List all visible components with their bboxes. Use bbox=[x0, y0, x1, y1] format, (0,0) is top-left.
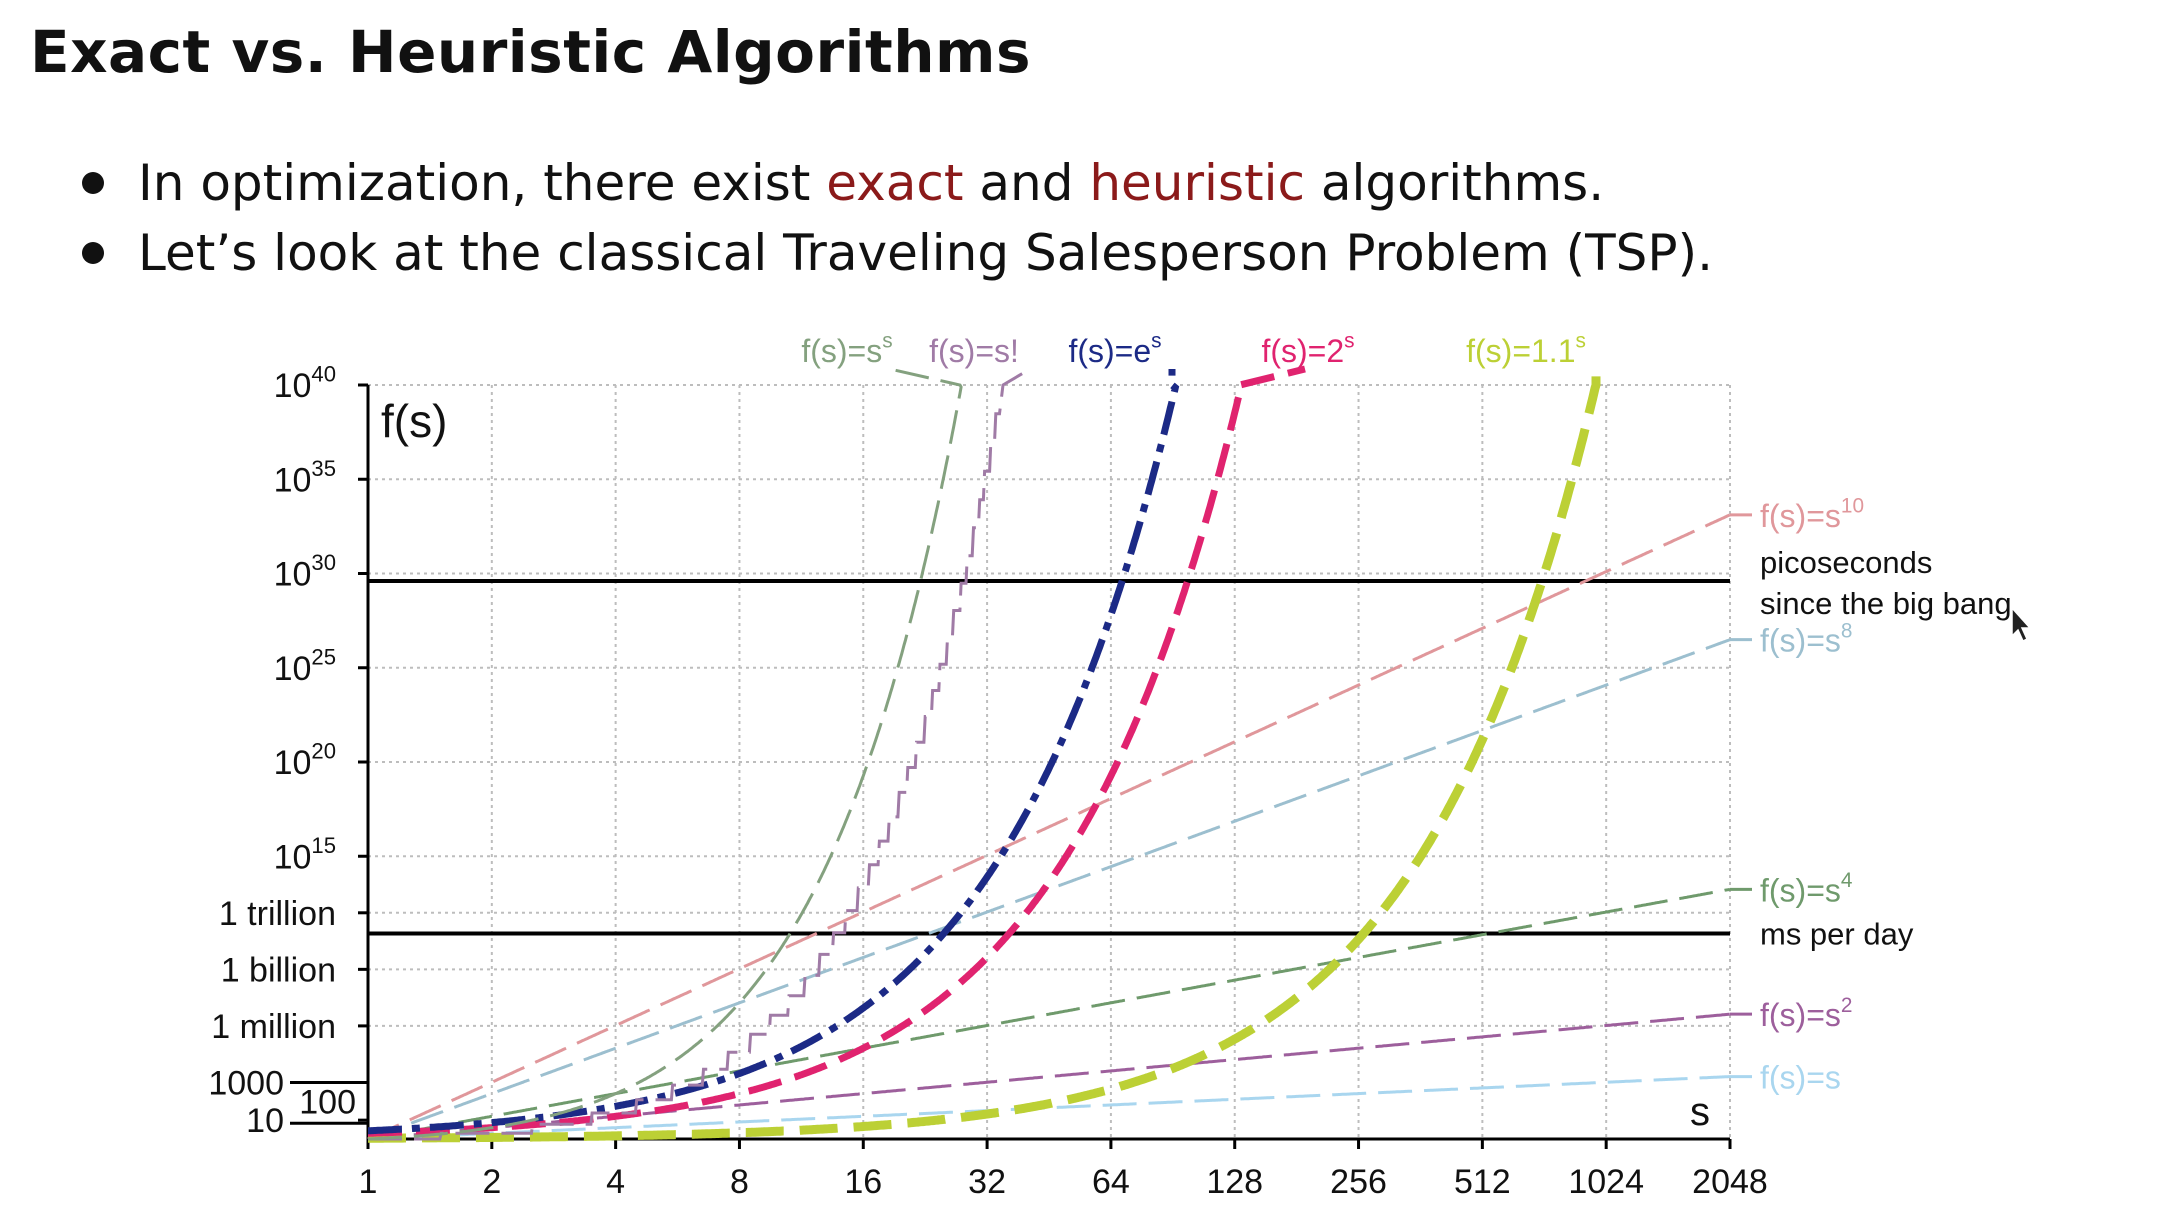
series-line bbox=[367, 367, 963, 1141]
series-label: f(s)=s4 bbox=[1760, 869, 1852, 908]
series-line bbox=[367, 1075, 1730, 1141]
y-tick-label: 1035 bbox=[274, 456, 336, 499]
series-label: f(s)=1.1s bbox=[1466, 330, 1586, 369]
series-label: f(s)=s10 bbox=[1760, 494, 1864, 533]
y-tick-label: 1015 bbox=[274, 833, 336, 876]
y-axis-label: f(s) bbox=[381, 395, 447, 447]
series-label: f(s)=es bbox=[1068, 330, 1161, 369]
labels: 1 2 4 8 16 32 64 128 256 512 1024 2048 1040 1035 1030 1… bbox=[208, 330, 2011, 1201]
y-tick-label: 1 billion bbox=[221, 951, 336, 989]
mouse-cursor-icon bbox=[2011, 606, 2032, 643]
y-tick-label: 1000 bbox=[208, 1064, 284, 1102]
x-tick-label: 4 bbox=[606, 1163, 625, 1201]
slide-title: Exact vs. Heuristic Algorithms bbox=[30, 18, 1031, 86]
series-line bbox=[368, 367, 1031, 1141]
series-lines bbox=[367, 365, 1752, 1143]
series-label: f(s)=s8 bbox=[1760, 619, 1852, 658]
bullet-item: Let’s look at the classical Traveling Sa… bbox=[80, 218, 1713, 288]
y-tick-label: 1 million bbox=[211, 1008, 336, 1046]
x-tick-label: 8 bbox=[730, 1163, 749, 1201]
series-line bbox=[368, 365, 1306, 1137]
x-axis-label: s bbox=[1690, 1090, 1710, 1134]
series-line bbox=[367, 638, 1731, 1141]
y-tick-label: 1 trillion bbox=[219, 895, 336, 933]
bullet-text-mid: and bbox=[963, 154, 1090, 212]
series-label: f(s)=s! bbox=[929, 333, 1019, 369]
reference-label: picoseconds bbox=[1760, 545, 1932, 580]
reference-label: since the big bang bbox=[1760, 586, 2012, 621]
x-tick-label: 256 bbox=[1330, 1163, 1387, 1201]
x-tick-label: 2048 bbox=[1692, 1163, 1768, 1201]
y-tick-label: 1030 bbox=[274, 550, 336, 593]
bullet-text-pre: In optimization, there exist bbox=[138, 154, 827, 212]
bullet-dot bbox=[82, 242, 104, 264]
y-tick-label: 1025 bbox=[274, 644, 336, 687]
x-tick-label: 512 bbox=[1454, 1163, 1511, 1201]
y-tick-label: 1020 bbox=[274, 739, 336, 782]
series-line bbox=[368, 369, 1180, 1135]
y-tick-label: 10 bbox=[246, 1102, 284, 1140]
bullet-text-post: algorithms. bbox=[1304, 154, 1605, 212]
highlight-exact: exact bbox=[826, 154, 964, 212]
bullet-text: Let’s look at the classical Traveling Sa… bbox=[138, 224, 1713, 282]
x-tick-label: 16 bbox=[844, 1163, 882, 1201]
x-tick-label: 1024 bbox=[1568, 1163, 1644, 1201]
reference-lines bbox=[368, 579, 1730, 936]
reference-label: ms per day bbox=[1760, 917, 1914, 952]
series-label: f(s)=s bbox=[1760, 1060, 1841, 1096]
x-tick-label: 2 bbox=[482, 1163, 501, 1201]
highlight-heuristic: heuristic bbox=[1089, 154, 1305, 212]
series-line bbox=[367, 513, 1731, 1141]
series-line bbox=[368, 369, 1601, 1143]
x-tick-label: 128 bbox=[1206, 1163, 1263, 1201]
series-label: f(s)=s2 bbox=[1760, 994, 1852, 1033]
y-tick-label: 100 bbox=[299, 1083, 356, 1121]
y-tick-label: 1040 bbox=[274, 362, 336, 405]
x-tick-label: 1 bbox=[359, 1163, 378, 1201]
series-label: f(s)=2s bbox=[1261, 330, 1354, 369]
x-tick-label: 64 bbox=[1092, 1163, 1130, 1201]
series-line bbox=[367, 887, 1731, 1141]
bullet-list: In optimization, there exist exact and h… bbox=[80, 148, 1713, 288]
series-label: f(s)=ss bbox=[801, 330, 892, 369]
x-tick-label: 32 bbox=[968, 1163, 1006, 1201]
bullet-item: In optimization, there exist exact and h… bbox=[80, 148, 1713, 218]
bullet-dot bbox=[82, 172, 104, 194]
